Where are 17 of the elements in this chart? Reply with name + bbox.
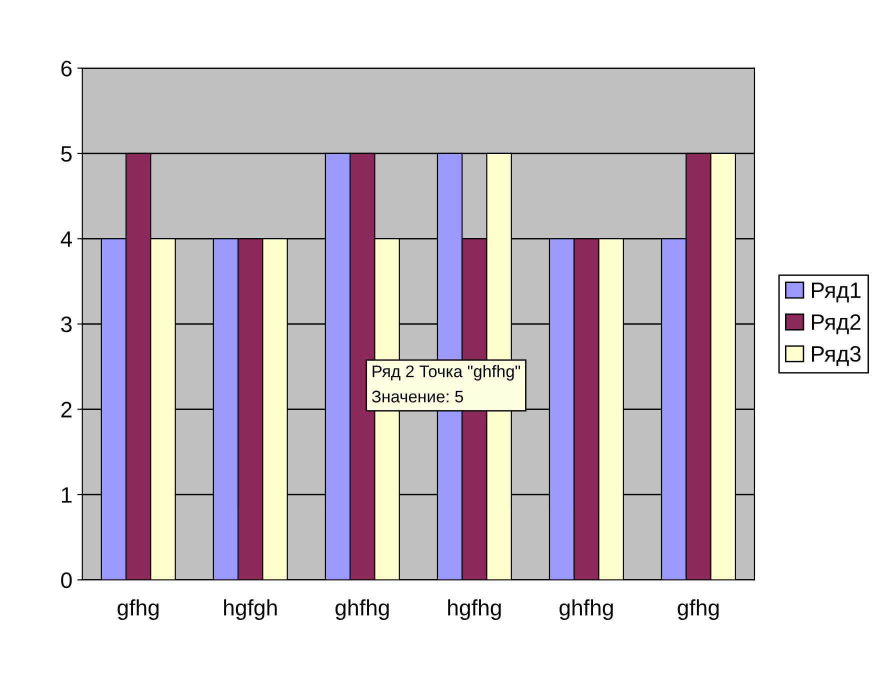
y-tick-label: 5 xyxy=(61,146,72,162)
x-tick-label: gfhg xyxy=(678,599,719,620)
annotation: Ряд 2 Точка "ghfhg" Значение: 5 xyxy=(372,365,520,402)
legend-label: Ряд3 xyxy=(812,346,861,366)
y-tick-label: 2 xyxy=(61,402,72,418)
x-tick-label: ghfhg xyxy=(336,599,389,620)
legend-label: Ряд1 xyxy=(812,282,860,302)
x-tick-label: gfhg xyxy=(118,599,159,620)
y-tick-label: 0 xyxy=(61,572,72,588)
y-tick-label: 4 xyxy=(60,231,72,247)
legend-label: Ряд2 xyxy=(812,314,860,334)
y-tick-label: 6 xyxy=(61,60,72,76)
y-tick-label: 1 xyxy=(62,487,72,503)
y-tick-label: 3 xyxy=(61,316,72,332)
x-tick-label: hgfgh xyxy=(224,599,277,620)
x-tick-label: ghfhg xyxy=(560,599,613,620)
x-tick-label: hgfhg xyxy=(448,599,501,620)
